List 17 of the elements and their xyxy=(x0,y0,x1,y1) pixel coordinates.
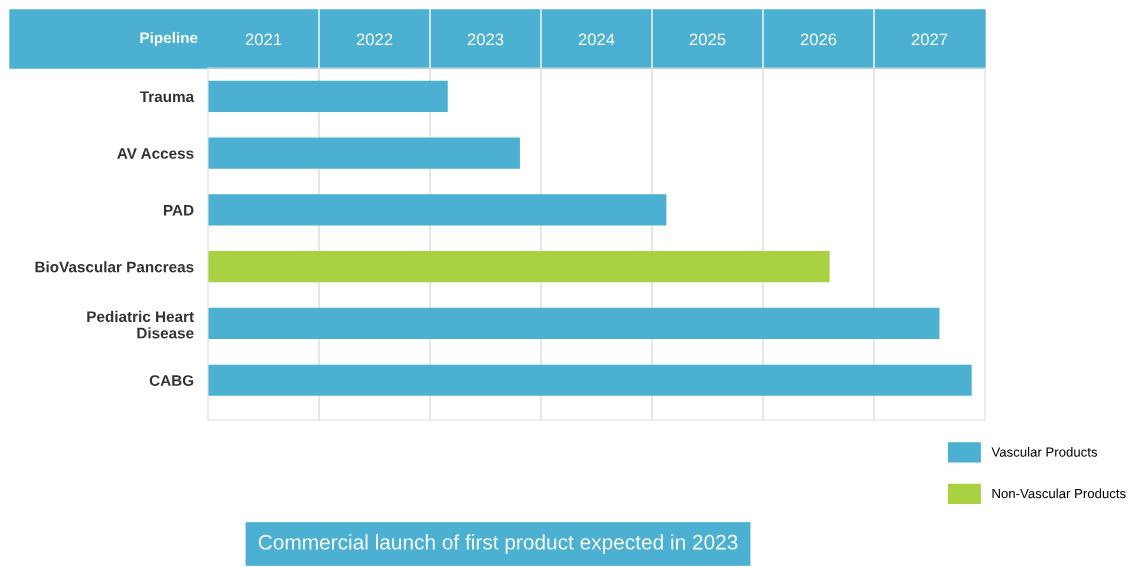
text: Commercial launch of first product expected in 2023 xyxy=(258,534,738,554)
x-tick-label: 2021 xyxy=(245,33,282,46)
x-tick-label: 2022 xyxy=(356,33,393,46)
y-tick-label: Trauma xyxy=(139,91,195,103)
x-tick-label: 2025 xyxy=(689,33,726,46)
x-tick-label: 2026 xyxy=(800,33,837,46)
legend-label: Vascular Products xyxy=(991,447,1098,457)
y-tick-label: CABG xyxy=(149,375,194,386)
y-tick-label: BioVascular Pancreas xyxy=(35,261,194,273)
legend-label: Non-Vascular Products xyxy=(992,488,1126,499)
x-tick-label: 2023 xyxy=(467,33,504,46)
x-tick-label: 2027 xyxy=(911,33,948,46)
y-tick-label: AV Access xyxy=(117,148,194,159)
y-tick-label: Pediatric Heart Disease xyxy=(87,310,194,339)
y-tick-label: PAD xyxy=(164,204,194,216)
x-tick-label: 2024 xyxy=(578,33,615,46)
chart-title: Pipeline xyxy=(140,31,198,47)
